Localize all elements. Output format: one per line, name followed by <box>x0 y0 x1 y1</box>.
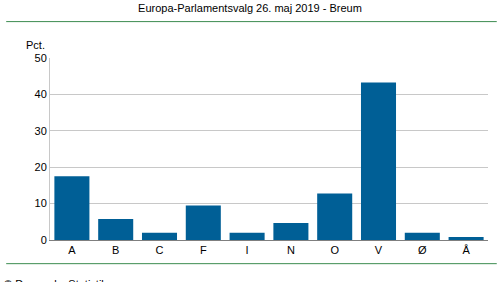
svg-text:30: 30 <box>35 125 47 137</box>
svg-text:10: 10 <box>35 197 47 209</box>
svg-text:0: 0 <box>41 234 47 246</box>
svg-text:B: B <box>112 244 119 256</box>
svg-text:C: C <box>156 244 164 256</box>
svg-text:Pct.: Pct. <box>26 39 45 51</box>
svg-text:40: 40 <box>35 88 47 100</box>
svg-text:N: N <box>287 244 295 256</box>
svg-text:Europa-Parlamentsvalg 26. maj: Europa-Parlamentsvalg 26. maj 2019 - Bre… <box>138 2 362 14</box>
svg-text:Å: Å <box>462 244 470 256</box>
svg-text:Ø: Ø <box>418 244 427 256</box>
svg-text:O: O <box>330 244 339 256</box>
svg-text:A: A <box>68 244 76 256</box>
svg-text:20: 20 <box>35 161 47 173</box>
svg-text:I: I <box>246 244 249 256</box>
svg-text:50: 50 <box>35 52 47 64</box>
svg-text:© Danmarks Statistik: © Danmarks Statistik <box>4 278 107 282</box>
svg-text:F: F <box>200 244 207 256</box>
svg-text:V: V <box>375 244 383 256</box>
